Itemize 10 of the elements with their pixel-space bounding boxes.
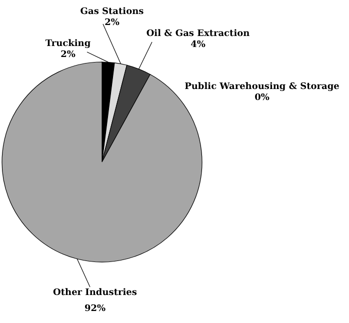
data-label: 4% [190,40,206,50]
category-label: Public Warehousing & Storage [184,82,340,92]
data-label: 92% [84,304,106,314]
slice-label: Oil & Gas Extraction [146,28,250,39]
slice-label: Other Industries [53,288,137,298]
slice-label: Gas Stations [80,6,144,17]
text: 0% [254,92,270,103]
data-label: 2% [60,50,76,60]
data-label: 2% [104,18,120,28]
slice-label: Trucking [45,38,92,49]
